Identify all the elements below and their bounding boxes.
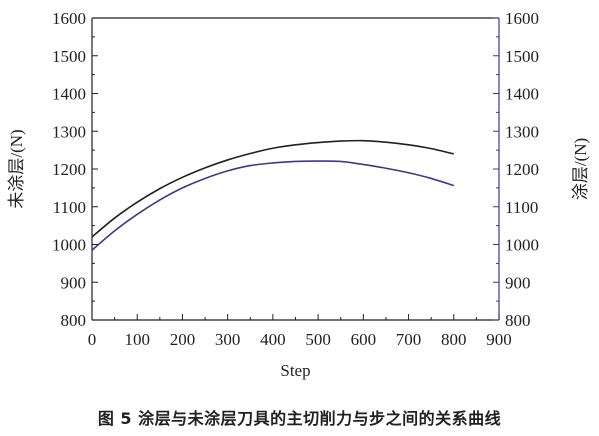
right-y-tick-label: 1400 — [505, 85, 539, 104]
x-tick-label: 300 — [215, 330, 241, 349]
right-y-tick-label: 1100 — [505, 198, 538, 217]
x-tick-label: 500 — [305, 330, 331, 349]
left-y-tick-label: 1000 — [52, 236, 86, 255]
right-y-axis: 800 900 1000 1100 1200 1300 1400 1500 1600 — [493, 9, 539, 330]
x-tick-label: 0 — [88, 330, 97, 349]
right-y-tick-label: 800 — [505, 311, 531, 330]
x-tick-label: 700 — [396, 330, 422, 349]
right-y-axis-title: 涂层/(N) — [571, 138, 590, 200]
x-axis: 0 100 200 300 400 500 600 700 800 900 — [88, 314, 512, 349]
left-y-tick-label: 800 — [61, 311, 87, 330]
x-tick-label: 600 — [351, 330, 377, 349]
series-line-uncoated — [91, 139, 454, 238]
left-y-tick-label: 1100 — [53, 198, 86, 217]
right-y-tick-label: 1000 — [505, 236, 539, 255]
x-tick-label: 900 — [486, 330, 512, 349]
left-y-axis-title: 未涂层/(N) — [7, 129, 26, 208]
right-y-tick-label: 1200 — [505, 160, 539, 179]
x-tick-label: 800 — [441, 330, 467, 349]
plot-frame — [91, 17, 500, 321]
left-y-axis: 800 900 1000 1100 1200 1300 1400 1500 1600 — [52, 9, 98, 330]
right-y-tick-label: 900 — [505, 273, 531, 292]
left-y-tick-label: 1600 — [52, 9, 86, 28]
x-axis-title: Step — [280, 361, 310, 380]
left-y-tick-label: 1200 — [52, 160, 86, 179]
right-y-tick-label: 1500 — [505, 47, 539, 66]
x-tick-label: 200 — [170, 330, 196, 349]
right-y-tick-label: 1600 — [505, 9, 539, 28]
x-tick-label: 400 — [260, 330, 286, 349]
right-y-tick-label: 1300 — [505, 122, 539, 141]
series-line-coated — [91, 160, 455, 251]
left-y-tick-label: 1500 — [52, 47, 86, 66]
left-y-tick-label: 1400 — [52, 85, 86, 104]
left-y-tick-label: 900 — [61, 273, 87, 292]
series-group — [91, 139, 455, 251]
figure-caption: 图 5 涂层与未涂层刀具的主切削力与步之间的关系曲线 — [97, 409, 502, 428]
x-tick-label: 100 — [124, 330, 150, 349]
left-y-tick-label: 1300 — [52, 122, 86, 141]
